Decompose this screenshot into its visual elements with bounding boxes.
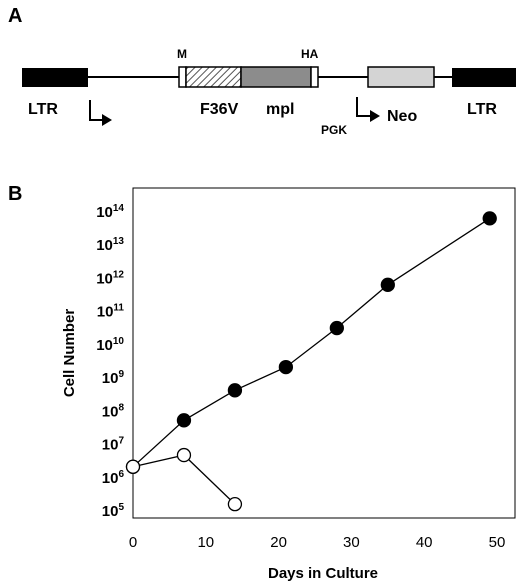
mpl-box xyxy=(240,66,312,88)
pgk-promoter-arrow xyxy=(356,97,380,122)
series-points xyxy=(125,211,497,512)
y-tick-label: 109 xyxy=(102,369,125,387)
open-circle-point xyxy=(125,459,141,474)
y-tick-label: 106 xyxy=(102,469,125,487)
ha-label: HA xyxy=(301,47,319,61)
open-circle-point xyxy=(176,447,192,463)
y-tick-label: 1014 xyxy=(96,203,124,221)
series-line-2 xyxy=(132,454,236,505)
ltr-left-label: LTR xyxy=(28,101,58,118)
construct-diagram: M HA LTR F36V mpl Neo LTR PGK xyxy=(22,47,516,137)
plot-frame xyxy=(132,187,516,519)
x-tick-label: 30 xyxy=(343,534,360,551)
growth-chart: 105 106 107 108 109 1010 1011 1012 1013 1014 0 10 2… xyxy=(61,187,516,582)
x-tick-label: 20 xyxy=(270,534,287,551)
neo-label: Neo xyxy=(387,108,417,125)
ltr-promoter-arrow xyxy=(89,100,112,126)
y-axis-title: Cell Number xyxy=(61,309,78,398)
neo-box xyxy=(367,66,435,88)
open-circle-point xyxy=(227,496,243,512)
x-tick-label: 50 xyxy=(489,534,506,551)
y-tick-label: 107 xyxy=(102,436,125,454)
filled-circle-point xyxy=(227,383,243,398)
y-axis-ticks: 105 106 107 108 109 1010 1011 1012 1013 1014 xyxy=(96,203,124,520)
ha-tag-box xyxy=(310,66,319,88)
pgk-label: PGK xyxy=(321,123,347,137)
filled-circle-point xyxy=(278,359,294,375)
ltr-left-box xyxy=(22,68,88,87)
series-line-1 xyxy=(132,217,491,468)
m-label: M xyxy=(177,47,187,61)
filled-circle-point xyxy=(380,277,395,292)
y-tick-label: 1013 xyxy=(96,236,124,254)
panel-a-label: A xyxy=(8,5,22,27)
f36v-label: F36V xyxy=(200,101,239,118)
x-axis-title: Days in Culture xyxy=(268,565,378,582)
filled-circle-point xyxy=(329,320,344,336)
y-tick-label: 1010 xyxy=(96,336,124,354)
mpl-label: mpl xyxy=(266,101,294,118)
x-axis-ticks: 0 10 20 30 40 50 xyxy=(129,534,506,551)
filled-circle-point xyxy=(176,413,192,428)
x-tick-label: 10 xyxy=(197,534,214,551)
filled-circle-point xyxy=(482,211,497,226)
panel-b-label: B xyxy=(8,183,22,205)
y-tick-label: 1012 xyxy=(96,269,124,287)
x-tick-label: 0 xyxy=(129,534,137,551)
y-tick-label: 108 xyxy=(102,402,125,420)
m-tag-box xyxy=(178,66,187,88)
y-tick-label: 105 xyxy=(102,502,125,520)
f36v-box xyxy=(185,66,242,88)
y-tick-label: 1011 xyxy=(97,303,125,321)
ltr-right-box xyxy=(452,68,516,87)
x-tick-label: 40 xyxy=(416,534,433,551)
ltr-right-label: LTR xyxy=(467,101,497,118)
